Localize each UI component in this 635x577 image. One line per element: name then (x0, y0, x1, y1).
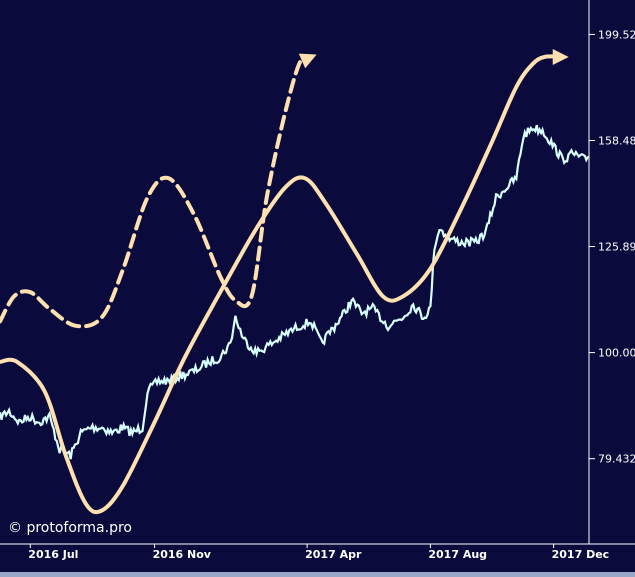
y-tick-layer: 79.432 100.00 125.89 158.48 199.52 (589, 28, 635, 466)
solid-cycle-line (0, 54, 565, 515)
bottom-bar (0, 572, 635, 577)
series-layer (0, 48, 590, 515)
y-tick-label: 79.432 (598, 453, 635, 466)
watermark: © protoforma.pro (8, 520, 132, 536)
solid-cycle-arrowhead (552, 48, 569, 65)
y-tick-label: 158.48 (598, 134, 635, 147)
x-tick-layer: 2016 Jul 2016 Nov 2017 Apr 2017 Aug 2017 Dec (28, 544, 609, 561)
dashed-cycle-arrowhead (298, 53, 317, 69)
y-tick-label: 199.52 (598, 28, 635, 41)
x-tick-label: 2017 Aug (428, 548, 487, 561)
axis-layer (0, 0, 635, 545)
dashed-cycle-line (0, 54, 314, 329)
x-tick-label: 2016 Jul (28, 548, 78, 561)
x-tick-label: 2016 Nov (153, 548, 212, 561)
y-tick-label: 125.89 (598, 241, 635, 254)
y-tick-label: 100.00 (598, 347, 635, 360)
x-tick-label: 2017 Apr (305, 548, 362, 561)
price-series-line (0, 124, 590, 460)
x-tick-label: 2017 Dec (552, 548, 610, 561)
